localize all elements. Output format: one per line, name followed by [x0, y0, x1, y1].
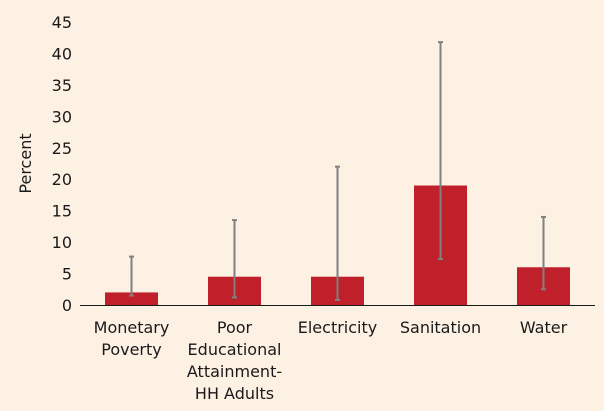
y-tick-label: 30 [52, 107, 72, 126]
y-tick-label: 0 [62, 296, 72, 315]
category-label: Electricity [298, 318, 377, 337]
y-tick-label: 10 [52, 233, 72, 252]
category-label: Educational [188, 340, 282, 359]
y-axis-title: Percent [16, 133, 35, 193]
category-label: Poverty [101, 340, 162, 359]
y-tick-label: 40 [52, 44, 72, 63]
y-tick-label: 5 [62, 265, 72, 284]
y-tick-label: 15 [52, 202, 72, 221]
y-tick-label: 20 [52, 170, 72, 189]
y-tick-label: 25 [52, 139, 72, 158]
bar [105, 292, 158, 305]
category-label: Sanitation [400, 318, 481, 337]
category-label: HH Adults [195, 384, 274, 403]
y-tick-label: 35 [52, 76, 72, 95]
category-label: Attainment- [187, 362, 282, 381]
category-label: Monetary [94, 318, 170, 337]
category-label: Poor [217, 318, 253, 337]
category-label: Water [520, 318, 568, 337]
y-tick-label: 45 [52, 13, 72, 32]
